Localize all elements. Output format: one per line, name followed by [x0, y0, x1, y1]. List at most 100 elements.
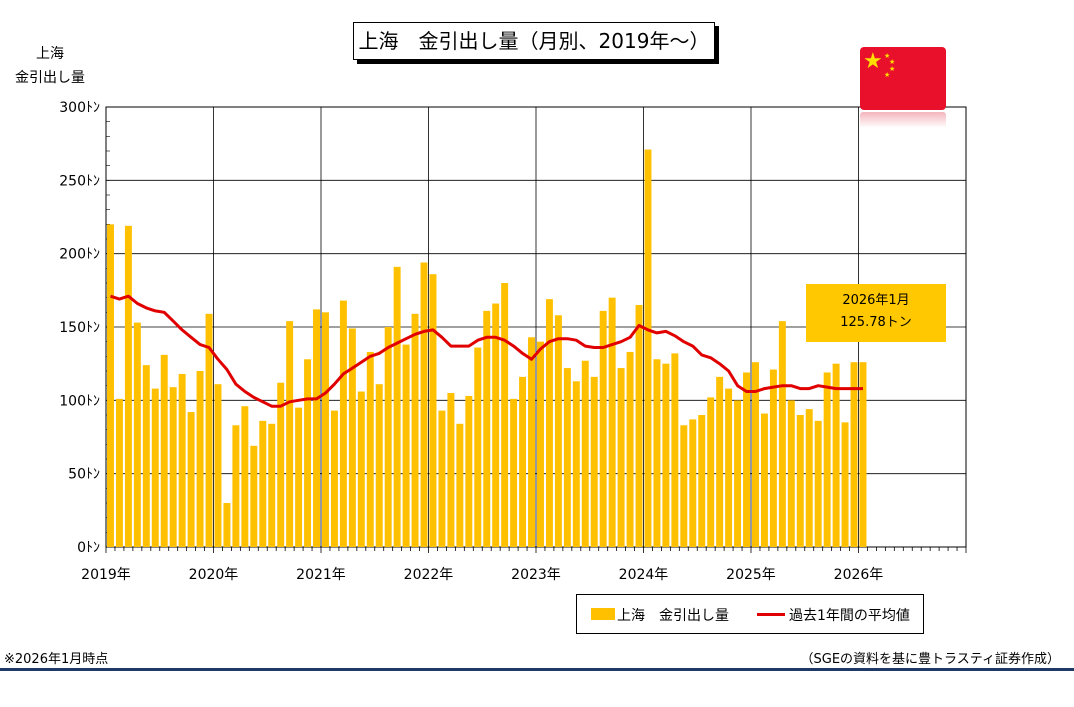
bar [644, 149, 652, 548]
bar [393, 266, 401, 547]
bar [823, 372, 831, 547]
bar [151, 388, 159, 547]
bar [322, 312, 329, 547]
bar [841, 422, 849, 547]
bar [366, 351, 374, 547]
bar [572, 381, 580, 547]
small-star-icon: ★ [884, 52, 891, 60]
bar [214, 384, 222, 547]
bar [743, 372, 750, 547]
bar [250, 445, 258, 547]
footnote: ※2026年1月時点 [4, 652, 109, 667]
x-tick-label: 2019年 [81, 567, 131, 583]
bar [563, 368, 571, 547]
bottom-rule [0, 668, 1074, 671]
x-tick-label: 2025年 [726, 567, 776, 583]
bar [411, 313, 419, 547]
bar [680, 425, 688, 547]
bar [581, 360, 589, 547]
bar [474, 347, 482, 547]
y-tick-label: 100ﾄﾝ [59, 393, 100, 409]
bar [590, 376, 598, 547]
bar [187, 412, 195, 547]
bar [133, 322, 141, 547]
bar [492, 303, 500, 547]
bar [769, 369, 777, 547]
bar [115, 398, 123, 547]
bar [465, 395, 473, 547]
bar [223, 503, 231, 547]
legend-bar-label: 上海 金引出し量 [617, 608, 729, 624]
bar [196, 371, 204, 547]
bar [142, 365, 150, 547]
bar [501, 283, 509, 547]
bar [510, 398, 518, 547]
bar [859, 362, 867, 547]
small-star-icon: ★ [889, 65, 896, 73]
bar [689, 419, 697, 547]
legend-line-label: 過去1年間の平均値 [789, 608, 910, 624]
bar [169, 387, 177, 547]
bar [698, 415, 706, 547]
latest-value-callout: 2026年1月 125.78トン [806, 284, 946, 342]
bar [232, 425, 240, 547]
bar [725, 388, 733, 547]
chart-title: 上海 金引出し量（月別、2019年～） [353, 22, 715, 60]
bar [330, 410, 338, 547]
bar [277, 382, 285, 547]
bar [519, 376, 527, 547]
y-axis-label-line2: 金引出し量 [15, 70, 85, 86]
bar [438, 410, 446, 547]
legend-line-swatch [757, 613, 785, 616]
bar [528, 337, 535, 547]
bar [760, 413, 768, 547]
legend-bar-swatch [591, 608, 615, 620]
bar [375, 384, 383, 547]
bar [483, 310, 491, 547]
bar [796, 415, 804, 547]
bar [456, 423, 464, 547]
y-axis-label: 上海 金引出し量 [10, 42, 90, 90]
bar [662, 363, 670, 547]
x-tick-label: 2022年 [404, 567, 454, 583]
bar [107, 224, 114, 548]
flag-reflection [860, 112, 946, 128]
small-star-icon: ★ [884, 71, 891, 79]
bar [402, 344, 410, 547]
bar [626, 351, 634, 547]
bar [832, 363, 840, 547]
y-tick-label: 250ﾄﾝ [59, 173, 100, 189]
y-tick-label: 200ﾄﾝ [59, 247, 100, 263]
bar [608, 297, 616, 547]
flag-body [860, 47, 946, 110]
bar [554, 315, 562, 547]
bar [653, 359, 661, 547]
bar [124, 225, 132, 548]
bar [295, 407, 303, 547]
callout-date: 2026年1月 [842, 293, 910, 308]
bar [734, 400, 742, 547]
y-tick-label: 0ﾄﾝ [77, 540, 100, 556]
y-axis-label-line1: 上海 [36, 46, 64, 62]
bar [447, 393, 455, 547]
source-note: （SGEの資料を基に豊トラスティ証券作成） [800, 652, 1061, 667]
bar [716, 376, 724, 547]
bar [348, 328, 356, 547]
bar [357, 391, 365, 547]
bar [384, 327, 392, 547]
bar [617, 368, 625, 547]
bar [850, 362, 858, 547]
y-tick-label: 300ﾄﾝ [59, 100, 100, 116]
bar [339, 300, 347, 547]
bar [537, 341, 544, 547]
bar [241, 406, 249, 547]
bar [671, 353, 679, 547]
bar [160, 354, 168, 547]
bar [259, 420, 267, 547]
bar [635, 305, 643, 547]
callout-value: 125.78トン [840, 315, 912, 330]
bar [178, 373, 186, 547]
x-tick-label: 2026年 [834, 567, 884, 583]
bar [752, 362, 759, 547]
large-star-icon: ★ [863, 49, 883, 74]
